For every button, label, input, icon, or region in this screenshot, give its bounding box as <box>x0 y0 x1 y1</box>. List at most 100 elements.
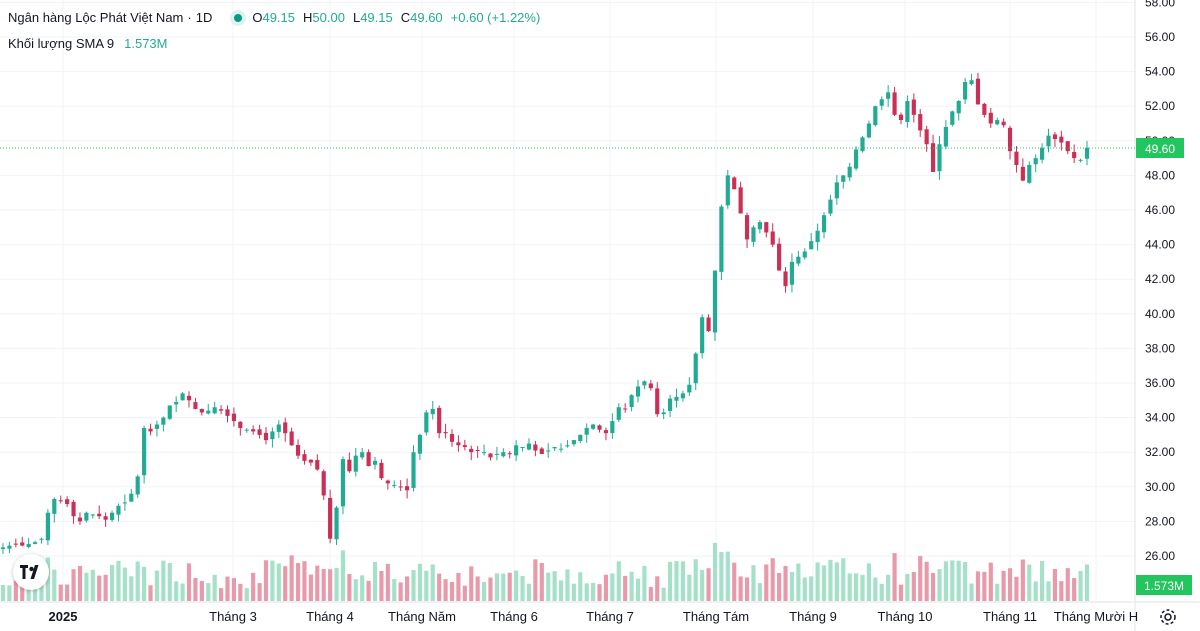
candle-body <box>276 424 281 432</box>
candle-body <box>52 498 57 514</box>
y-tick-label: 38.00 <box>1145 341 1175 355</box>
candle-body <box>507 453 512 455</box>
x-tick-label: 2025 <box>49 609 78 624</box>
candle-body <box>430 408 435 415</box>
volume-bar <box>167 563 172 601</box>
volume-bar <box>1046 581 1051 601</box>
interval[interactable]: 1D <box>195 10 213 25</box>
volume-bar <box>847 573 852 601</box>
candle-body <box>591 424 596 429</box>
volume-bar <box>623 575 628 601</box>
candle-body <box>7 545 12 549</box>
candle-body <box>186 395 192 401</box>
volume-bar <box>789 572 795 601</box>
y-tick-label: 46.00 <box>1145 203 1175 217</box>
candle-body <box>225 409 230 416</box>
volume-bar <box>58 584 63 601</box>
legend-main: Ngân hàng Lộc Phát Việt Nam · 1D O 49.15 … <box>8 10 540 25</box>
volume-bar <box>700 569 705 601</box>
symbol-name[interactable]: Ngân hàng Lộc Phát Việt Nam <box>8 10 184 25</box>
volume-bar <box>956 560 961 601</box>
volume-bar <box>507 572 512 601</box>
volume-bar <box>860 574 865 601</box>
candle-body <box>212 407 217 414</box>
volume-bar <box>591 582 596 601</box>
volume-indicator-value: 1.573M <box>124 36 168 51</box>
candle-body <box>1052 134 1058 140</box>
candle-body <box>1020 166 1025 181</box>
candle-body <box>802 251 807 258</box>
volume-bar <box>712 542 718 601</box>
candle-body <box>969 80 974 85</box>
candle-body <box>514 445 519 456</box>
volume-bar <box>186 563 192 601</box>
volume-bar <box>796 563 801 601</box>
volume-bar <box>526 583 532 601</box>
candle-body <box>943 126 948 147</box>
candle-body <box>289 431 294 446</box>
candle-body <box>796 256 801 264</box>
candle-body <box>597 425 602 430</box>
volume-bar <box>295 563 301 601</box>
candle-body <box>71 501 76 517</box>
candle-body <box>417 434 423 454</box>
candle-body <box>206 410 211 414</box>
candle-body <box>122 502 127 504</box>
open-value: 49.15 <box>262 10 296 25</box>
candle-body <box>828 199 833 214</box>
candle-body <box>270 431 275 440</box>
candle-body <box>975 78 981 105</box>
candle-body <box>340 459 346 507</box>
volume-bar <box>866 563 872 601</box>
volume-bar <box>7 585 12 601</box>
volume-bar <box>821 565 827 601</box>
candle-body <box>167 405 172 419</box>
volume-bar <box>494 573 499 601</box>
volume-bar <box>469 566 474 601</box>
y-tick-label: 40.00 <box>1145 307 1175 321</box>
candle-body <box>129 493 134 502</box>
volume-bar <box>488 577 493 601</box>
price-axis[interactable]: 58.0056.0054.0052.0050.0048.0046.0044.00… <box>1145 0 1175 563</box>
volume-bar <box>693 559 698 601</box>
volume-bar <box>943 561 948 601</box>
volume-bar <box>90 569 95 601</box>
volume-bar <box>520 575 525 601</box>
candle-body <box>732 177 737 190</box>
volume-indicator-name[interactable]: Khối lượng SMA 9 <box>8 36 115 51</box>
candle-body <box>244 429 249 431</box>
candle-body <box>32 542 38 544</box>
volume-bar <box>1001 570 1006 601</box>
candle-body <box>135 476 140 495</box>
time-axis[interactable]: 2025 Tháng 3 Tháng 4 Tháng Năm Tháng 6 Tháng … <box>49 609 1139 624</box>
candle-body <box>199 409 204 413</box>
candle-body <box>103 516 108 520</box>
candle-body <box>629 395 634 408</box>
volume-bar <box>289 555 294 601</box>
volume-bar <box>1072 578 1077 601</box>
tradingview-logo-icon[interactable] <box>13 554 49 590</box>
candle-body <box>719 206 724 272</box>
volume-bar <box>71 569 76 601</box>
volume-bar <box>706 568 711 601</box>
candle-body <box>738 187 743 214</box>
candle-body <box>321 471 326 496</box>
candle-body <box>821 215 827 233</box>
volume-bar <box>802 577 807 601</box>
candle-body <box>398 486 403 488</box>
candle-body <box>757 222 762 230</box>
candle-body <box>918 114 923 131</box>
volume-bar <box>270 560 275 601</box>
volume-bar <box>430 564 435 601</box>
candle-body <box>449 434 455 442</box>
candle-body <box>770 231 775 245</box>
x-tick-label: Tháng 10 <box>878 609 933 624</box>
change-value: +0.60 (+1.22%) <box>450 10 541 25</box>
volume-bar <box>206 583 211 601</box>
volume-bar <box>898 584 904 601</box>
y-tick-label: 34.00 <box>1145 411 1175 425</box>
volume-bar <box>263 560 269 601</box>
settings-gear-icon[interactable] <box>1157 606 1179 628</box>
